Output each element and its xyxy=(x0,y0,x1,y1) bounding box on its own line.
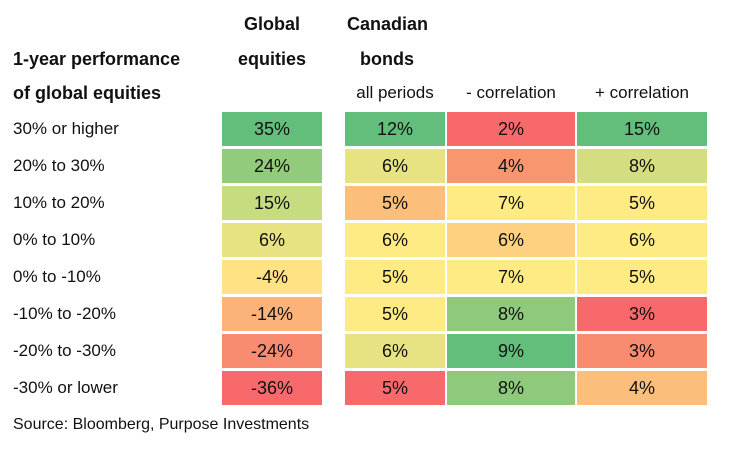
cell-global-equities: -4% xyxy=(222,260,322,294)
cell-global-equities: 24% xyxy=(222,149,322,183)
cell-bonds-positive-correlation: 8% xyxy=(577,149,707,183)
cell-global-equities: -14% xyxy=(222,297,322,331)
cell-bonds-negative-correlation: 9% xyxy=(447,334,575,368)
cell-bonds-all-periods: 5% xyxy=(345,371,445,405)
source-note: Source: Bloomberg, Purpose Investments xyxy=(13,416,310,433)
cell-bonds-negative-correlation: 6% xyxy=(447,223,575,257)
cell-bonds-all-periods: 12% xyxy=(345,112,445,146)
cell-bonds-all-periods: 6% xyxy=(345,149,445,183)
header-row-title-line2: of global equities xyxy=(13,83,162,103)
cell-bonds-positive-correlation: 3% xyxy=(577,297,707,331)
cell-bonds-positive-correlation: 15% xyxy=(577,112,707,146)
cell-bonds-positive-correlation: 5% xyxy=(577,260,707,294)
row-label: -30% or lower xyxy=(13,378,118,397)
cell-bonds-all-periods: 6% xyxy=(345,334,445,368)
cell-bonds-all-periods: 5% xyxy=(345,260,445,294)
header-global-line2: equities xyxy=(237,49,307,69)
cell-bonds-negative-correlation: 4% xyxy=(447,149,575,183)
header-canadian-line1: Canadian xyxy=(347,14,429,34)
cell-bonds-positive-correlation: 4% xyxy=(577,371,707,405)
cell-bonds-all-periods: 6% xyxy=(345,223,445,257)
cell-global-equities: 15% xyxy=(222,186,322,220)
row-label: 0% to 10% xyxy=(13,230,96,249)
header-canadian-line2: bonds xyxy=(360,49,414,69)
cell-global-equities: -36% xyxy=(222,371,322,405)
cell-bonds-negative-correlation: 7% xyxy=(447,260,575,294)
cell-bonds-negative-correlation: 8% xyxy=(447,297,575,331)
cell-global-equities: 35% xyxy=(222,112,322,146)
cell-global-equities: -24% xyxy=(222,334,322,368)
row-label: 0% to -10% xyxy=(13,267,101,286)
cell-bonds-negative-correlation: 7% xyxy=(447,186,575,220)
cell-bonds-all-periods: 5% xyxy=(345,297,445,331)
row-label: -20% to -30% xyxy=(13,341,116,360)
cell-bonds-positive-correlation: 6% xyxy=(577,223,707,257)
subheader-positive-correlation: + correlation xyxy=(594,83,690,102)
cell-bonds-all-periods: 5% xyxy=(345,186,445,220)
row-label: 30% or higher xyxy=(13,119,119,138)
cell-bonds-positive-correlation: 5% xyxy=(577,186,707,220)
row-label: 20% to 30% xyxy=(13,156,105,175)
header-row-title-line1: 1-year performance xyxy=(13,49,181,69)
row-label: 10% to 20% xyxy=(13,193,105,212)
subheader-negative-correlation: - correlation xyxy=(466,83,556,102)
cell-global-equities: 6% xyxy=(222,223,322,257)
subheader-all-periods: all periods xyxy=(356,83,434,102)
cell-bonds-negative-correlation: 2% xyxy=(447,112,575,146)
cell-bonds-negative-correlation: 8% xyxy=(447,371,575,405)
header-global-line1: Global xyxy=(243,14,300,34)
row-label: -10% to -20% xyxy=(13,304,116,323)
cell-bonds-positive-correlation: 3% xyxy=(577,334,707,368)
